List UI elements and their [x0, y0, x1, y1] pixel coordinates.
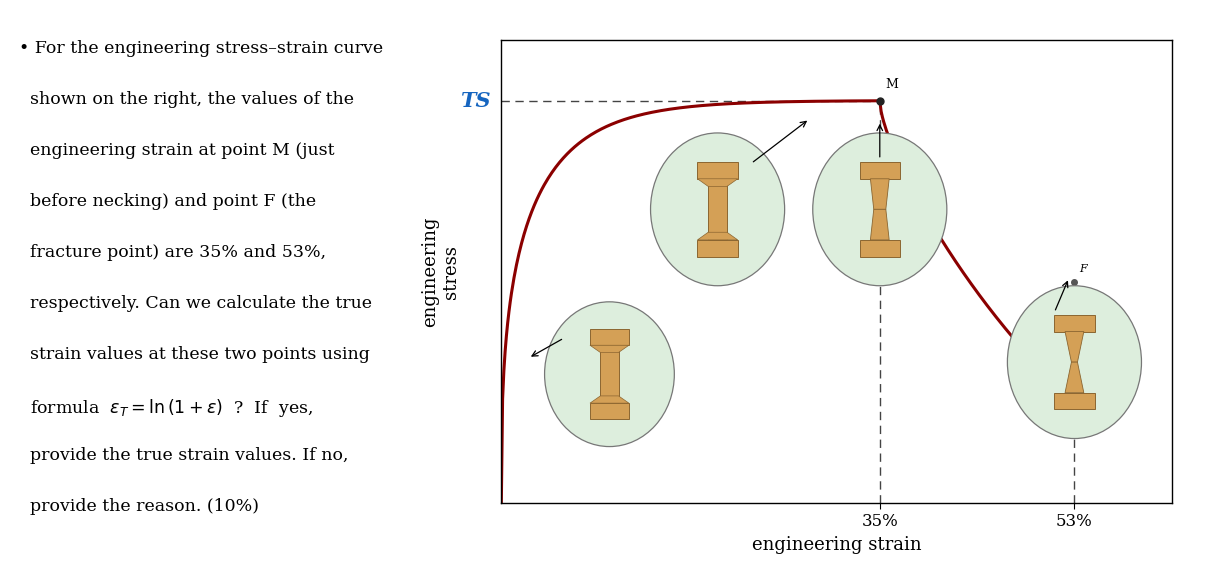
Bar [600, 345, 618, 403]
Text: formula  $\varepsilon_T = \mathrm{ln}\,(1 + \varepsilon)$  ?  If  yes,: formula $\varepsilon_T = \mathrm{ln}\,(1… [18, 397, 313, 418]
Ellipse shape [651, 133, 785, 286]
Text: respectively. Can we calculate the true: respectively. Can we calculate the true [18, 295, 372, 312]
Text: • For the engineering stress–strain curve: • For the engineering stress–strain curv… [18, 40, 383, 57]
Polygon shape [871, 209, 889, 240]
Ellipse shape [545, 302, 674, 447]
Text: engineering strain at point M (just: engineering strain at point M (just [18, 142, 335, 159]
Text: TS: TS [460, 91, 490, 111]
Polygon shape [590, 345, 629, 353]
Ellipse shape [813, 133, 947, 286]
Text: provide the true strain values. If no,: provide the true strain values. If no, [18, 447, 348, 464]
Text: provide the reason. (10%): provide the reason. (10%) [18, 498, 259, 515]
Text: before necking) and point F (the: before necking) and point F (the [18, 193, 315, 210]
Bar [1055, 315, 1094, 332]
Bar [860, 162, 900, 179]
Bar [860, 240, 900, 257]
Polygon shape [590, 396, 629, 403]
Text: shown on the right, the values of the: shown on the right, the values of the [18, 91, 354, 108]
Text: F: F [1079, 264, 1086, 273]
Bar [590, 403, 629, 419]
Polygon shape [1065, 362, 1084, 392]
Polygon shape [697, 179, 738, 187]
Polygon shape [871, 179, 889, 209]
Text: fracture point) are 35% and 53%,: fracture point) are 35% and 53%, [18, 244, 326, 261]
Bar [708, 179, 727, 240]
Text: M: M [885, 77, 898, 91]
Text: strain values at these two points using: strain values at these two points using [18, 346, 370, 362]
Bar [697, 240, 738, 257]
Bar [590, 329, 629, 345]
Bar [1055, 392, 1094, 409]
Polygon shape [1065, 332, 1084, 362]
Text: engineering
stress: engineering stress [422, 216, 460, 327]
Bar [697, 162, 738, 179]
Ellipse shape [1007, 286, 1142, 439]
X-axis label: engineering strain: engineering strain [751, 536, 922, 554]
Polygon shape [697, 232, 738, 240]
